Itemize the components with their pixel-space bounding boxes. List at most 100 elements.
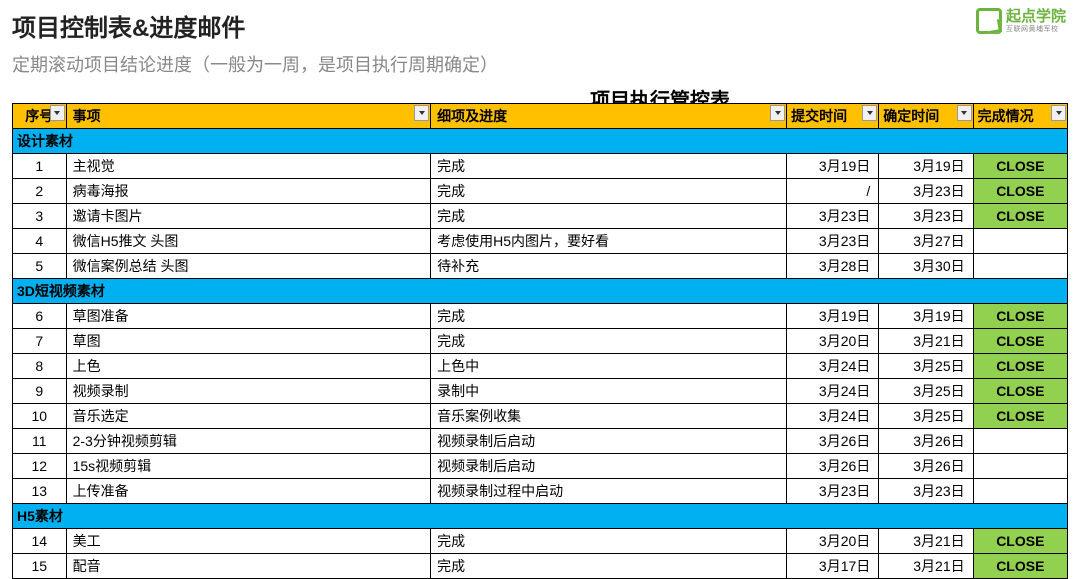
cell-detail[interactable]: 视频录制过程中启动 [431,479,787,504]
cell-submit[interactable]: 3月24日 [787,379,879,404]
cell-submit[interactable]: 3月26日 [787,429,879,454]
cell-num[interactable]: 12 [13,454,67,479]
cell-item[interactable]: 配音 [66,554,431,579]
cell-num[interactable]: 2 [13,179,67,204]
cell-item[interactable]: 微信案例总结 头图 [66,254,431,279]
table-row[interactable]: 2病毒海报完成/3月23日CLOSE [13,179,1068,204]
cell-num[interactable]: 5 [13,254,67,279]
cell-confirm[interactable]: 3月25日 [879,379,973,404]
cell-confirm[interactable]: 3月27日 [879,229,973,254]
filter-button[interactable] [50,105,65,121]
cell-status[interactable]: CLOSE [973,179,1067,204]
cell-status[interactable]: CLOSE [973,404,1067,429]
cell-confirm[interactable]: 3月23日 [879,179,973,204]
cell-detail[interactable]: 音乐案例收集 [431,404,787,429]
cell-status[interactable] [973,479,1067,504]
cell-num[interactable]: 11 [13,429,67,454]
cell-confirm[interactable]: 3月26日 [879,454,973,479]
cell-item[interactable]: 草图 [66,329,431,354]
table-row[interactable]: 8上色上色中3月24日3月25日CLOSE [13,354,1068,379]
cell-item[interactable]: 视频录制 [66,379,431,404]
table-row[interactable]: 7草图完成3月20日3月21日CLOSE [13,329,1068,354]
table-row[interactable]: 13上传准备视频录制过程中启动3月23日3月23日 [13,479,1068,504]
filter-button[interactable] [414,105,429,121]
cell-confirm[interactable]: 3月19日 [879,304,973,329]
cell-num[interactable]: 7 [13,329,67,354]
cell-submit[interactable]: / [787,179,879,204]
cell-item[interactable]: 上色 [66,354,431,379]
cell-detail[interactable]: 录制中 [431,379,787,404]
cell-item[interactable]: 草图准备 [66,304,431,329]
cell-detail[interactable]: 完成 [431,154,787,179]
cell-submit[interactable]: 3月19日 [787,304,879,329]
cell-num[interactable]: 10 [13,404,67,429]
table-row[interactable]: 15配音完成3月17日3月21日CLOSE [13,554,1068,579]
cell-confirm[interactable]: 3月25日 [879,404,973,429]
cell-status[interactable]: CLOSE [973,154,1067,179]
table-row[interactable]: 5微信案例总结 头图待补充3月28日3月30日 [13,254,1068,279]
cell-submit[interactable]: 3月24日 [787,354,879,379]
filter-button[interactable] [862,105,877,121]
cell-item[interactable]: 微信H5推文 头图 [66,229,431,254]
table-row[interactable]: 3邀请卡图片完成3月23日3月23日CLOSE [13,204,1068,229]
cell-item[interactable]: 主视觉 [66,154,431,179]
cell-confirm[interactable]: 3月26日 [879,429,973,454]
cell-item[interactable]: 邀请卡图片 [66,204,431,229]
cell-status[interactable] [973,254,1067,279]
cell-num[interactable]: 6 [13,304,67,329]
table-row[interactable]: 6草图准备完成3月19日3月19日CLOSE [13,304,1068,329]
cell-detail[interactable]: 完成 [431,179,787,204]
cell-confirm[interactable]: 3月23日 [879,479,973,504]
cell-submit[interactable]: 3月24日 [787,404,879,429]
cell-detail[interactable]: 视频录制后启动 [431,429,787,454]
cell-num[interactable]: 4 [13,229,67,254]
cell-num[interactable]: 8 [13,354,67,379]
cell-confirm[interactable]: 3月23日 [879,204,973,229]
cell-status[interactable]: CLOSE [973,304,1067,329]
cell-num[interactable]: 1 [13,154,67,179]
cell-num[interactable]: 3 [13,204,67,229]
cell-detail[interactable]: 完成 [431,304,787,329]
cell-status[interactable]: CLOSE [973,554,1067,579]
filter-button[interactable] [957,105,972,121]
table-row[interactable]: 9视频录制录制中3月24日3月25日CLOSE [13,379,1068,404]
cell-item[interactable]: 音乐选定 [66,404,431,429]
cell-submit[interactable]: 3月19日 [787,154,879,179]
table-row[interactable]: 1主视觉完成3月19日3月19日CLOSE [13,154,1068,179]
cell-detail[interactable]: 完成 [431,329,787,354]
cell-status[interactable]: CLOSE [973,204,1067,229]
cell-confirm[interactable]: 3月25日 [879,354,973,379]
cell-confirm[interactable]: 3月21日 [879,529,973,554]
cell-submit[interactable]: 3月17日 [787,554,879,579]
cell-confirm[interactable]: 3月21日 [879,329,973,354]
cell-submit[interactable]: 3月26日 [787,454,879,479]
cell-status[interactable]: CLOSE [973,329,1067,354]
cell-status[interactable]: CLOSE [973,529,1067,554]
table-row[interactable]: 1215s视频剪辑视频录制后启动3月26日3月26日 [13,454,1068,479]
cell-confirm[interactable]: 3月30日 [879,254,973,279]
filter-button[interactable] [1051,105,1066,121]
cell-detail[interactable]: 完成 [431,529,787,554]
cell-detail[interactable]: 考虑使用H5内图片，要好看 [431,229,787,254]
cell-submit[interactable]: 3月23日 [787,229,879,254]
cell-item[interactable]: 15s视频剪辑 [66,454,431,479]
cell-submit[interactable]: 3月28日 [787,254,879,279]
cell-confirm[interactable]: 3月19日 [879,154,973,179]
cell-status[interactable] [973,229,1067,254]
cell-submit[interactable]: 3月23日 [787,204,879,229]
cell-status[interactable] [973,429,1067,454]
filter-button[interactable] [770,105,785,121]
cell-confirm[interactable]: 3月21日 [879,554,973,579]
cell-status[interactable] [973,454,1067,479]
cell-item[interactable]: 病毒海报 [66,179,431,204]
cell-submit[interactable]: 3月23日 [787,479,879,504]
cell-detail[interactable]: 完成 [431,554,787,579]
cell-status[interactable]: CLOSE [973,354,1067,379]
cell-submit[interactable]: 3月20日 [787,529,879,554]
table-row[interactable]: 10音乐选定音乐案例收集3月24日3月25日CLOSE [13,404,1068,429]
cell-item[interactable]: 2-3分钟视频剪辑 [66,429,431,454]
cell-num[interactable]: 9 [13,379,67,404]
table-row[interactable]: 4微信H5推文 头图考虑使用H5内图片，要好看3月23日3月27日 [13,229,1068,254]
cell-status[interactable]: CLOSE [973,379,1067,404]
cell-detail[interactable]: 视频录制后启动 [431,454,787,479]
